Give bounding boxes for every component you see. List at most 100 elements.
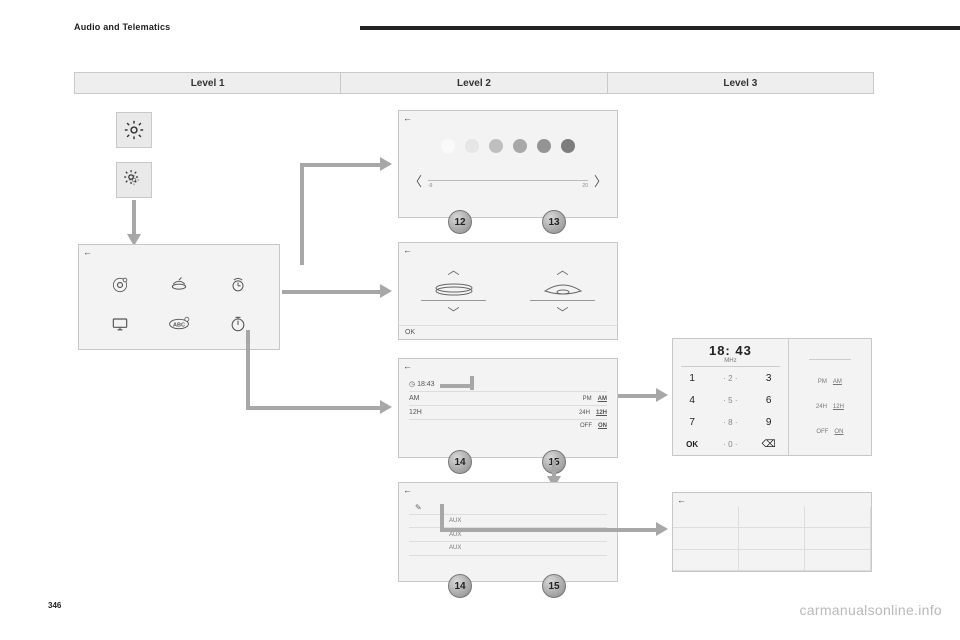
color-swatch[interactable]	[513, 139, 527, 153]
panel-topbar: ←	[399, 359, 617, 373]
color-swatches	[409, 139, 607, 153]
chevron-right-icon[interactable]: 〉	[594, 171, 607, 190]
brightness-slider[interactable]: 〈 -9 20 〉	[409, 171, 607, 190]
12h-option[interactable]: 12H	[596, 410, 607, 416]
chevron-left-icon[interactable]: 〈	[409, 171, 422, 190]
ampm-row[interactable]: AM PM AM	[409, 392, 607, 406]
color-swatch[interactable]	[441, 139, 455, 153]
panel-topbar: ←	[399, 243, 617, 257]
page-number: 346	[48, 601, 61, 610]
time-value: 18:43	[417, 381, 435, 388]
section-title: Audio and Telematics	[74, 22, 170, 32]
back-icon[interactable]: ←	[677, 495, 686, 505]
step-badge-12: 12	[448, 210, 472, 234]
clock-settings-icon[interactable]	[208, 265, 267, 304]
list-item[interactable]: AUX	[409, 515, 607, 529]
back-icon[interactable]: ←	[403, 245, 412, 255]
slider-min-label: -9	[428, 183, 432, 189]
settings-icon-box-2	[116, 162, 152, 198]
arrowhead-l1-time	[380, 400, 392, 414]
arrow-l1-color-h	[300, 163, 382, 167]
onoff-row[interactable]: OFF ON	[409, 420, 607, 432]
arrow-list-grid-inside	[440, 528, 618, 532]
key-0[interactable]: · 0 ·	[711, 433, 749, 455]
arrowhead-l1-eq	[380, 284, 392, 298]
keypad-panel: 18: 43 MHz 1 · 2 · 3 4 · 5 · 6 7 · 8 · 9…	[672, 338, 872, 456]
level-3-header: Level 3	[608, 73, 873, 93]
treble-control[interactable]: ︿ ﹀	[522, 261, 603, 321]
color-swatch[interactable]	[489, 139, 503, 153]
time-panel: ← ◷ 18:43 AM PM AM 12H 24H 12H OFF ON	[398, 358, 618, 458]
key-9[interactable]: 9	[750, 411, 788, 433]
key-1[interactable]: 1	[673, 367, 711, 389]
header-rule	[360, 26, 960, 30]
panel-topbar: ←	[673, 493, 871, 507]
back-icon[interactable]: ←	[403, 361, 412, 371]
onoff-toggle[interactable]: OFFON	[795, 429, 865, 435]
sound-settings-icon[interactable]	[150, 265, 209, 304]
chevron-up-icon[interactable]: ︿	[447, 261, 459, 278]
arrow-list-grid	[618, 528, 658, 532]
color-panel: ← 〈 -9 20 〉	[398, 110, 618, 218]
svg-text:ABC: ABC	[173, 322, 185, 328]
key-2[interactable]: · 2 ·	[711, 367, 749, 389]
arrowhead-l1-color	[380, 157, 392, 171]
ampm-toggle[interactable]: PMAM	[795, 379, 865, 385]
off-option[interactable]: OFF	[580, 423, 592, 429]
speaker-side-icon	[541, 281, 585, 297]
arrow-l1-time-v	[246, 330, 250, 410]
color-swatch[interactable]	[537, 139, 551, 153]
color-swatch[interactable]	[561, 139, 575, 153]
eq-panel: ← ︿ ﹀ ︿ ﹀ OK	[398, 242, 618, 340]
step-badge-15b: 15	[542, 574, 566, 598]
arrow-l1-time-h	[246, 406, 382, 410]
key-5[interactable]: · 5 ·	[711, 389, 749, 411]
hour-format-label: 12H	[409, 409, 422, 416]
back-icon[interactable]: ←	[403, 113, 412, 123]
hourformat-toggle[interactable]: 24H12H	[795, 404, 865, 410]
list-item[interactable]: AUX	[409, 542, 607, 556]
color-swatch[interactable]	[465, 139, 479, 153]
slider-max-label: 20	[582, 183, 588, 189]
key-7[interactable]: 7	[673, 411, 711, 433]
arrow-gear-to-l1	[132, 200, 136, 238]
24h-option[interactable]: 24H	[579, 410, 590, 416]
settings-icon-box-1	[116, 112, 152, 148]
language-icon[interactable]: ABC	[150, 304, 209, 343]
list-panel: ← AUX AUX AUX	[398, 482, 618, 582]
chevron-down-icon[interactable]: ﹀	[556, 304, 568, 321]
am-option[interactable]: AM	[598, 396, 607, 402]
chevron-down-icon[interactable]: ﹀	[447, 304, 459, 321]
display-settings-icon[interactable]	[91, 265, 150, 304]
arrow-time-kp-up	[470, 376, 474, 390]
arrow-inside-time	[440, 384, 470, 388]
timer-icon[interactable]	[208, 304, 267, 343]
monitor-icon[interactable]	[91, 304, 150, 343]
back-icon[interactable]: ←	[403, 485, 412, 495]
arrowhead-list-grid	[656, 522, 668, 536]
12h-row[interactable]: 12H 24H 12H	[409, 406, 607, 420]
chevron-up-icon[interactable]: ︿	[556, 261, 568, 278]
step-badge-14a: 14	[448, 450, 472, 474]
panel-topbar: ←	[399, 111, 617, 125]
key-ok[interactable]: OK	[673, 433, 711, 455]
on-option[interactable]: ON	[598, 423, 607, 429]
ok-button[interactable]: OK	[405, 329, 415, 336]
time-row[interactable]: ◷ 18:43	[409, 377, 607, 392]
pm-option[interactable]: PM	[583, 396, 592, 402]
key-8[interactable]: · 8 ·	[711, 411, 749, 433]
level-header-bar: Level 1 Level 2 Level 3	[74, 72, 874, 94]
back-icon[interactable]: ←	[83, 247, 92, 257]
keypad-display: 18: 43	[673, 339, 788, 358]
step-badge-13: 13	[542, 210, 566, 234]
key-3[interactable]: 3	[750, 367, 788, 389]
step-badge-14b: 14	[448, 574, 472, 598]
list-item[interactable]	[409, 501, 607, 515]
key-backspace[interactable]: ⌫	[750, 433, 788, 455]
divider	[809, 359, 851, 360]
bass-control[interactable]: ︿ ﹀	[413, 261, 494, 321]
arrow-time-kp	[618, 394, 658, 398]
key-6[interactable]: 6	[750, 389, 788, 411]
key-4[interactable]: 4	[673, 389, 711, 411]
watermark: carmanualsonline.info	[800, 602, 943, 618]
